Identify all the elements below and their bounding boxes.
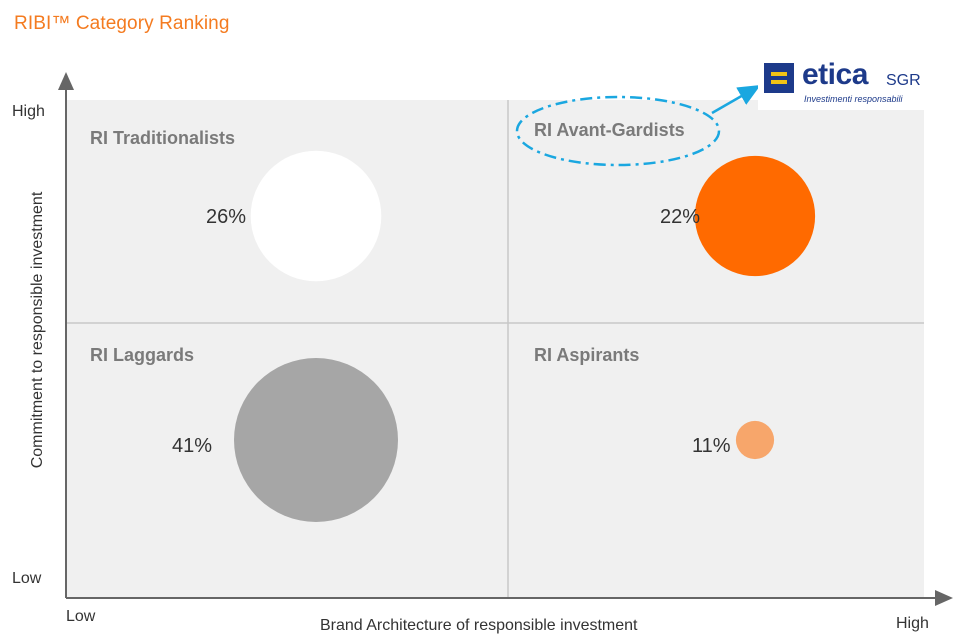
etica-logo-icon bbox=[764, 63, 794, 93]
data-label-aspirants: 11% bbox=[692, 435, 731, 457]
y-tick-high: High bbox=[12, 103, 45, 120]
y-tick-low: Low bbox=[12, 570, 42, 587]
y-axis-label: Commitment to responsible investment bbox=[29, 191, 46, 469]
highlight-arrow bbox=[711, 85, 761, 115]
logo-suffix: SGR bbox=[886, 72, 921, 89]
x-tick-high: High bbox=[896, 615, 929, 632]
etica-sgr-logo: etica SGR Investimenti responsabili bbox=[758, 56, 932, 110]
bubble-laggards bbox=[234, 358, 398, 522]
bubble-traditionalists bbox=[250, 150, 382, 282]
bubble-avant-gardists bbox=[694, 155, 816, 277]
x-axis-label: Brand Architecture of responsible invest… bbox=[320, 617, 638, 634]
logo-tagline: Investimenti responsabili bbox=[804, 94, 903, 104]
quadrant-label-aspirants: RI Aspirants bbox=[534, 345, 640, 365]
quadrant-label-avant-gardists: RI Avant-Gardists bbox=[534, 120, 685, 140]
chart-title: RIBI™ Category Ranking bbox=[14, 13, 230, 34]
quadrant-label-laggards: RI Laggards bbox=[90, 345, 195, 365]
quadrant-label-traditionalists: RI Traditionalists bbox=[90, 128, 236, 148]
data-label-traditionalists: 26% bbox=[206, 206, 247, 228]
data-label-laggards: 41% bbox=[172, 435, 213, 457]
bubble-aspirants bbox=[735, 420, 775, 460]
data-label-avant-gardists: 22% bbox=[660, 206, 701, 228]
x-tick-low: Low bbox=[66, 608, 96, 625]
logo-wordmark: etica bbox=[802, 58, 868, 91]
highlight-ellipse bbox=[515, 95, 721, 167]
